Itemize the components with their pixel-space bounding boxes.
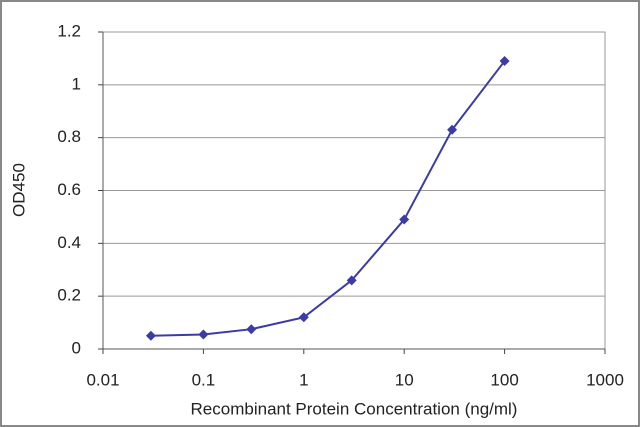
- data-point: [447, 124, 458, 135]
- x-axis-label: Recombinant Protein Concentration (ng/ml…: [191, 399, 518, 418]
- data-line: [150, 60, 506, 337]
- y-tick-label: 0.2: [57, 286, 81, 305]
- data-point: [298, 312, 309, 323]
- x-tick-label: 1000: [586, 370, 624, 389]
- data-point: [346, 275, 357, 286]
- y-axis-label: OD450: [9, 163, 28, 217]
- y-tick-label: 0.4: [57, 233, 81, 252]
- x-tick-label: 1: [299, 370, 308, 389]
- x-tick-label: 10: [395, 370, 414, 389]
- data-point: [499, 56, 510, 67]
- x-tick-label: 0.01: [86, 370, 119, 389]
- y-tick-label: 0.8: [57, 127, 81, 146]
- y-tick-label: 1.2: [57, 21, 81, 40]
- data-point: [198, 329, 209, 340]
- data-point: [246, 324, 257, 335]
- y-tick-label: 0.6: [57, 180, 81, 199]
- y-tick-label: 0: [72, 338, 81, 357]
- x-tick-label: 0.1: [192, 370, 216, 389]
- data-point: [399, 214, 410, 225]
- x-tick-label: 100: [490, 370, 518, 389]
- y-tick-label: 1: [72, 74, 81, 93]
- data-point: [145, 330, 156, 341]
